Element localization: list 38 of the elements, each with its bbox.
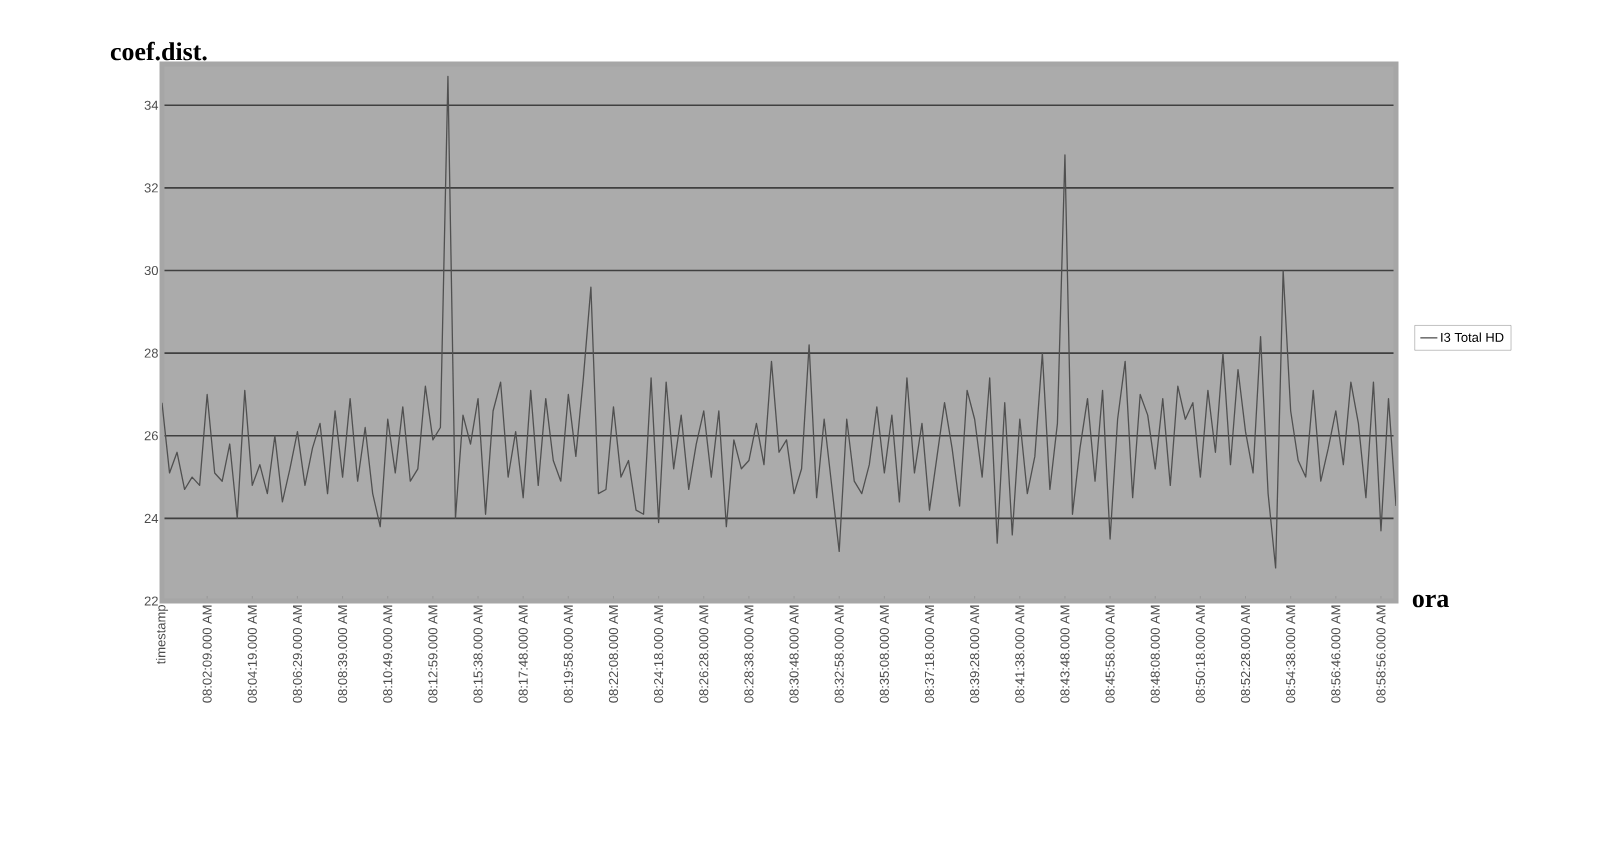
x-tick-label: 08:17:48.000 AM <box>518 605 528 703</box>
x-tick-label: timestamp <box>155 605 169 665</box>
x-tick-label: 08:54:38.000 AM <box>1286 605 1296 703</box>
x-tick-label: 08:08:39.000 AM <box>338 605 348 703</box>
y-tick-label: 32 <box>144 183 158 193</box>
x-tick-label: 08:39:28.000 AM <box>970 605 980 703</box>
y-tick-label: 34 <box>144 100 159 110</box>
y-tick-label: 22 <box>144 596 158 606</box>
x-tick-label: 08:43:48.000 AM <box>1060 605 1070 703</box>
x-tick-label: 08:15:38.000 AM <box>473 605 483 703</box>
x-tick-label: 08:12:59.000 AM <box>428 605 438 703</box>
y-tick-label: 28 <box>144 348 158 358</box>
x-tick-label: 08:52:28.000 AM <box>1240 605 1251 703</box>
x-tick-label: 08:06:29.000 AM <box>292 605 303 703</box>
x-tick-label: 08:32:58.000 AM <box>834 605 844 703</box>
y-tick-label: 24 <box>144 513 159 523</box>
x-tick-label: 08:45:58.000 AM <box>1105 605 1115 703</box>
x-tick-label: 08:50:18.000 AM <box>1195 605 1205 703</box>
x-tick-label: 08:37:18.000 AM <box>924 605 935 703</box>
x-tick-label: 08:24:18.000 AM <box>654 605 664 703</box>
x-tick-label: 08:02:09.000 AM <box>202 605 212 703</box>
x-tick-label: 08:48:08.000 AM <box>1150 605 1160 703</box>
x-tick-label: 08:26:28.000 AM <box>699 605 709 703</box>
y-tick-label: 26 <box>144 431 158 441</box>
x-tick-label: 08:41:38.000 AM <box>1015 605 1025 703</box>
legend-label: I3 Total HD <box>1441 332 1504 342</box>
x-tick-label: 08:04:19.000 AM <box>247 605 257 703</box>
x-axis-title: ora <box>1412 594 1449 608</box>
x-tick-label: 08:10:49.000 AM <box>383 605 393 703</box>
x-tick-label: 08:19:58.000 AM <box>563 605 573 703</box>
y-tick-label: 30 <box>144 265 158 276</box>
x-tick-label: 08:56:46.000 AM <box>1331 605 1341 703</box>
x-tick-label: 08:22:08.000 AM <box>608 605 619 703</box>
x-tick-label: 08:35:08.000 AM <box>879 605 889 703</box>
x-tick-label: 08:30:48.000 AM <box>789 605 799 703</box>
y-axis-title: coef.dist. <box>110 41 207 61</box>
x-tick-label: 08:28:38.000 AM <box>744 605 754 703</box>
x-tick-label: 08:58:56.000 AM <box>1376 605 1386 703</box>
